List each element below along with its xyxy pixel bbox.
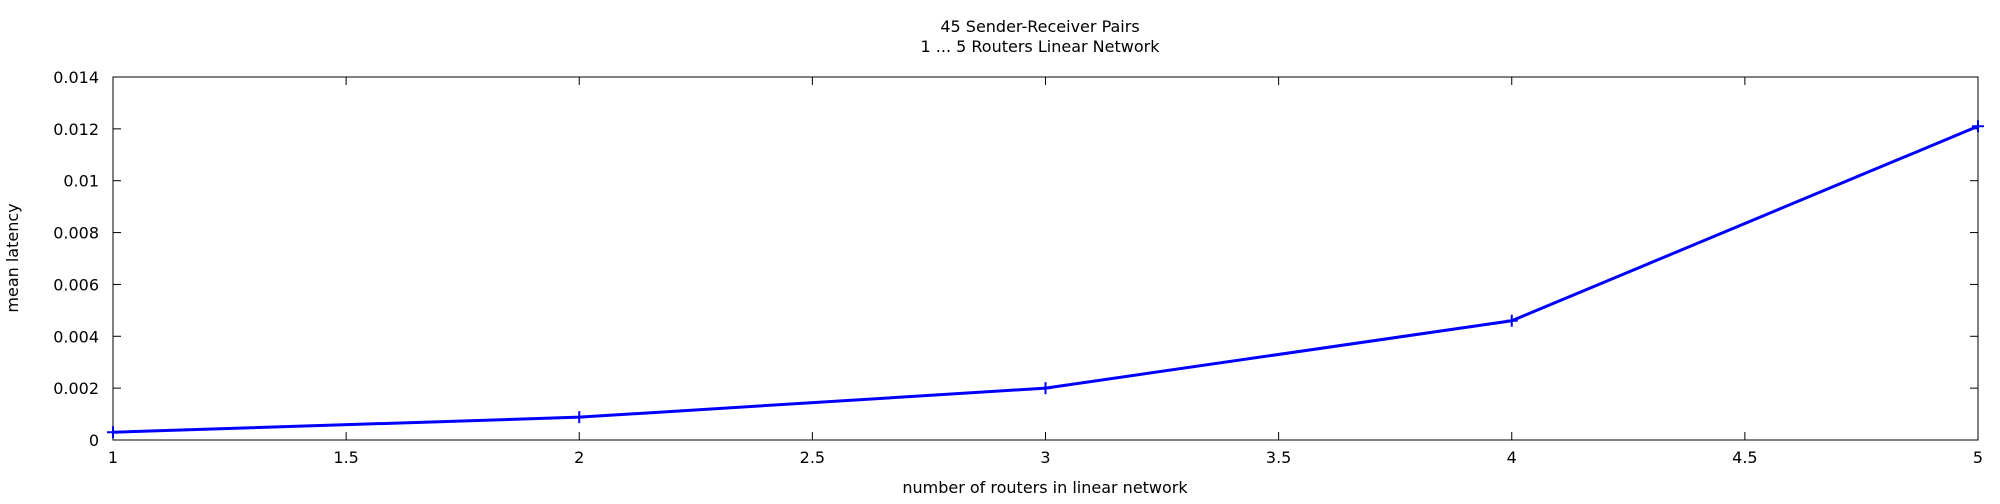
x-tick-label: 2.5 [800, 448, 825, 467]
x-tick-label: 5 [1973, 448, 1983, 467]
x-tick-label: 3 [1040, 448, 1050, 467]
data-point [1505, 314, 1518, 327]
y-tick-label: 0.006 [53, 275, 99, 294]
chart-title: 45 Sender-Receiver Pairs [940, 17, 1139, 36]
y-axis-label: mean latency [3, 203, 22, 312]
y-tick-label: 0.004 [53, 327, 99, 346]
data-point [1039, 382, 1052, 395]
x-tick-label: 4.5 [1732, 448, 1757, 467]
x-tick-label: 2 [574, 448, 584, 467]
y-tick-label: 0.01 [63, 172, 99, 191]
y-axis: 0 0.002 0.004 0.006 0.008 0.01 0.012 0.014 [53, 68, 1978, 450]
y-tick-label: 0.002 [53, 379, 99, 398]
series-layer [107, 120, 1984, 439]
x-tick-label: 4 [1507, 448, 1517, 467]
x-axis: 1 1.5 2 2.5 3 3.5 4 4.5 5 [108, 77, 1983, 467]
x-axis-label: number of routers in linear network [902, 478, 1188, 497]
data-point [1972, 120, 1984, 133]
data-point [107, 426, 119, 439]
x-tick-label: 1.5 [333, 448, 358, 467]
chart-subtitle: 1 ... 5 Routers Linear Network [921, 37, 1161, 56]
x-tick-label: 3.5 [1266, 448, 1291, 467]
data-point [573, 411, 586, 424]
y-tick-label: 0 [89, 431, 99, 450]
y-tick-label: 0.008 [53, 224, 99, 243]
y-tick-label: 0.012 [53, 120, 99, 139]
y-tick-label: 0.014 [53, 68, 99, 87]
x-tick-label: 1 [108, 448, 118, 467]
